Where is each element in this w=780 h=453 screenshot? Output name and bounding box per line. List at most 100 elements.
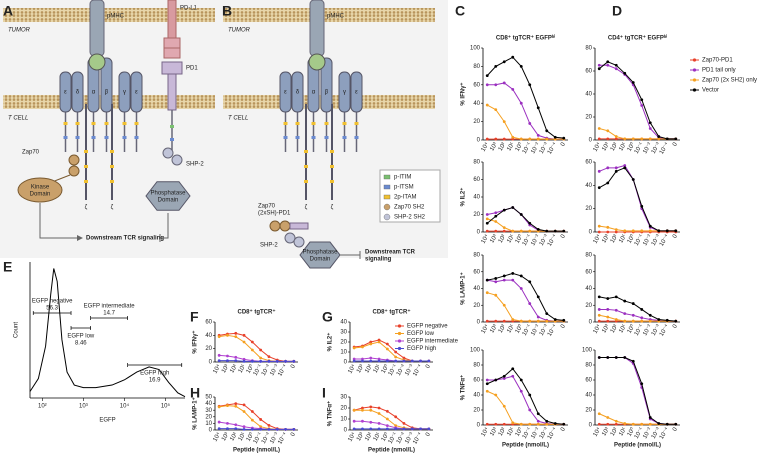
data-point	[250, 359, 254, 363]
y-tick-label: 0	[589, 320, 593, 326]
data-point	[648, 313, 652, 317]
legend-swatch	[692, 88, 697, 92]
y-axis-label: % LAMP-1⁺	[460, 272, 467, 305]
itam	[311, 122, 316, 125]
gate-label: EGFP intermediate	[84, 304, 136, 310]
y-tick-label: 40	[585, 393, 592, 399]
x-tick-label: 10²	[498, 324, 508, 335]
data-point	[519, 274, 523, 278]
x-tick-label: 10²	[610, 324, 620, 335]
x-tick-label: 10⁻¹	[253, 364, 264, 377]
y-tick-label: 40	[205, 401, 212, 407]
data-point	[502, 208, 506, 212]
panel-label: G	[322, 309, 333, 325]
series-line	[219, 334, 294, 362]
series-line	[598, 61, 676, 140]
data-point	[369, 356, 373, 360]
data-point	[267, 355, 271, 359]
data-point	[511, 318, 515, 321]
legend-swatch	[397, 331, 402, 336]
membrane-label: TUMOR	[228, 28, 251, 34]
series-line	[599, 314, 676, 322]
data-point	[485, 278, 489, 282]
data-point	[640, 422, 644, 426]
data-point	[394, 350, 398, 354]
data-point	[485, 213, 489, 216]
data-point	[502, 274, 506, 278]
data-point	[665, 422, 669, 426]
x-tick-label: 10⁻²	[261, 432, 272, 445]
data-point	[402, 427, 406, 431]
series-line	[354, 406, 429, 430]
data-point	[259, 356, 263, 360]
data-point	[606, 319, 610, 323]
signal-arrow	[39, 203, 83, 241]
legend-label: Zap70-PD1	[702, 58, 733, 64]
series-line	[487, 368, 564, 425]
inhibition	[159, 213, 169, 242]
itam	[330, 180, 334, 183]
y-tick-label: 60	[585, 160, 592, 166]
data-point	[657, 318, 661, 321]
y-tick-label: 60	[473, 378, 480, 384]
x-tick-label: 10³	[489, 427, 499, 438]
x-tick-label: 10³	[356, 432, 366, 443]
x-tick-label: 10³	[601, 427, 611, 438]
data-point	[494, 229, 498, 233]
pd1	[161, 61, 183, 75]
series-line	[599, 64, 676, 140]
data-point	[606, 422, 610, 426]
data-point	[485, 74, 489, 77]
x-tick-label: 10⁰	[380, 431, 391, 443]
chain	[118, 71, 131, 113]
data-point	[502, 278, 506, 282]
data-point	[528, 408, 532, 412]
data-point	[511, 367, 515, 371]
zap70-sh2	[279, 220, 291, 232]
data-point	[385, 417, 389, 421]
data-point	[528, 137, 532, 141]
data-point	[385, 359, 389, 363]
chain-label: γ	[123, 90, 126, 96]
data-point	[623, 312, 627, 316]
data-point	[597, 308, 601, 311]
data-point	[640, 98, 644, 102]
data-point	[394, 427, 398, 431]
y-tick-label: 0	[209, 360, 213, 366]
shp2-sh2	[171, 154, 183, 166]
itam	[91, 122, 96, 125]
data-point	[606, 63, 610, 67]
y-axis-label: Count	[14, 322, 20, 338]
series-line	[487, 104, 564, 140]
x-tick-label: 10⁻³	[404, 364, 415, 377]
data-point	[352, 357, 356, 361]
data-point	[597, 319, 601, 323]
x-tick-label: 10⁻³	[269, 364, 280, 377]
data-point	[597, 356, 601, 359]
itam	[324, 122, 329, 125]
shp2-sh2	[284, 232, 296, 244]
data-point	[597, 63, 601, 67]
itam	[75, 122, 80, 125]
data-point	[502, 81, 506, 85]
series-line	[599, 357, 676, 425]
data-point	[267, 423, 271, 427]
gate-value: 56.3	[46, 306, 58, 312]
data-point	[562, 422, 566, 426]
membrane	[223, 8, 435, 22]
data-point	[623, 137, 627, 141]
chain-label: β	[105, 90, 109, 96]
data-point	[511, 55, 515, 59]
data-point	[614, 166, 618, 170]
itam	[122, 136, 127, 139]
legend-swatch	[397, 339, 402, 343]
itim	[170, 125, 174, 128]
x-tick-label: 10⁻⁴	[658, 426, 670, 441]
data-point	[614, 67, 618, 71]
data-point	[226, 404, 229, 407]
x-tick-label: 10³	[601, 324, 611, 335]
y-tick-label: 80	[473, 363, 480, 369]
y-tick-label: 10	[205, 421, 212, 427]
chain-label: α	[312, 90, 316, 96]
y-tick-label: 100	[470, 348, 481, 354]
